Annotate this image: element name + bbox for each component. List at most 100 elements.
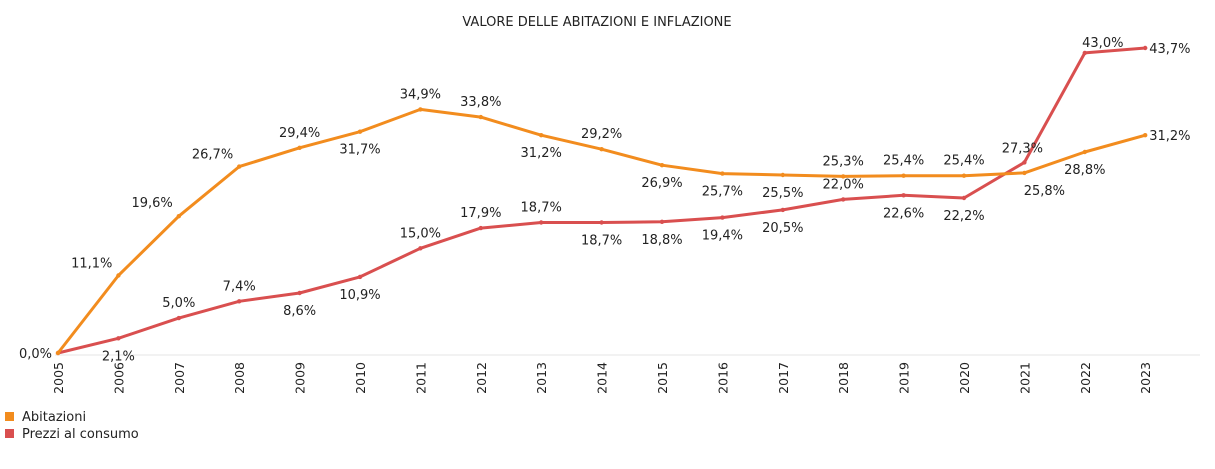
data-label-abitazioni: 25,8% xyxy=(1024,184,1065,199)
x-tick-label: 2022 xyxy=(1078,362,1093,394)
data-point-abitazioni xyxy=(961,173,967,178)
series-line-abitazioni xyxy=(56,107,1147,355)
x-tick-label: 2011 xyxy=(413,362,428,394)
data-point-prezzi-al-consumo xyxy=(1022,160,1027,165)
data-label-abitazioni: 26,9% xyxy=(641,176,682,191)
data-point-abitazioni xyxy=(297,145,302,150)
data-point-abitazioni xyxy=(357,129,363,134)
data-point-prezzi-al-consumo xyxy=(478,225,483,231)
data-label-prezzi-al-consumo: 43,0% xyxy=(1082,36,1123,51)
x-tick-label: 2005 xyxy=(51,362,66,394)
data-label-prezzi-al-consumo: 2,1% xyxy=(102,349,135,364)
data-label-abitazioni: 34,9% xyxy=(400,87,441,102)
data-label-abitazioni: 28,8% xyxy=(1064,163,1105,178)
data-point-prezzi-al-consumo xyxy=(176,315,181,321)
data-label-prezzi-al-consumo: 43,7% xyxy=(1149,42,1190,57)
data-label-abitazioni: 25,5% xyxy=(762,186,803,201)
data-point-prezzi-al-consumo xyxy=(357,274,363,280)
data-point-abitazioni xyxy=(1082,149,1088,155)
data-label-prezzi-al-consumo: 20,5% xyxy=(762,221,803,236)
x-tick-label: 2009 xyxy=(293,362,308,394)
data-point-abitazioni xyxy=(901,173,906,178)
legend-label-prezzi-al-consumo: Prezzi al consumo xyxy=(22,427,139,442)
data-label-abitazioni: 25,3% xyxy=(823,154,864,169)
data-point-abitazioni xyxy=(237,164,242,169)
data-point-prezzi-al-consumo xyxy=(297,290,302,296)
data-label-prezzi-al-consumo: 15,0% xyxy=(400,226,441,241)
data-label-abitazioni: 11,1% xyxy=(71,257,112,272)
data-label-prezzi-al-consumo: 22,2% xyxy=(943,209,984,224)
data-label-abitazioni: 25,7% xyxy=(702,185,743,200)
data-point-prezzi-al-consumo xyxy=(539,220,544,225)
data-point-abitazioni xyxy=(1022,170,1027,176)
data-label-prezzi-al-consumo: 19,4% xyxy=(702,229,743,244)
data-point-abitazioni xyxy=(176,214,181,219)
data-point-prezzi-al-consumo xyxy=(841,197,846,202)
data-label-prezzi-al-consumo: 18,7% xyxy=(521,201,562,216)
x-tick-label: 2021 xyxy=(1017,362,1032,394)
x-tick-label: 2019 xyxy=(897,362,912,394)
data-point-prezzi-al-consumo xyxy=(780,207,785,213)
data-label-prezzi-al-consumo: 7,4% xyxy=(223,279,256,294)
x-tick-label: 2020 xyxy=(957,362,972,394)
x-tick-label: 2016 xyxy=(715,362,730,394)
data-label-prezzi-al-consumo: 8,6% xyxy=(283,304,316,319)
x-tick-label: 2010 xyxy=(353,362,368,394)
legend-swatch-abitazioni xyxy=(5,412,14,421)
data-point-prezzi-al-consumo xyxy=(237,299,242,304)
data-label-abitazioni: 26,7% xyxy=(192,148,233,163)
data-label-abitazioni: 31,7% xyxy=(339,143,380,158)
x-tick-label: 2017 xyxy=(776,362,791,394)
legend-swatch-prezzi-al-consumo xyxy=(5,429,14,438)
data-point-abitazioni xyxy=(1143,133,1148,138)
data-label-abitazioni: 25,4% xyxy=(943,154,984,169)
data-point-abitazioni xyxy=(478,114,483,120)
x-tick-label: 2023 xyxy=(1138,362,1153,394)
data-point-abitazioni xyxy=(539,133,544,138)
data-label-abitazioni: 33,8% xyxy=(460,95,501,110)
legend-label-abitazioni: Abitazioni xyxy=(22,410,86,425)
data-point-prezzi-al-consumo xyxy=(1082,50,1088,56)
data-point-abitazioni xyxy=(841,174,846,179)
data-point-prezzi-al-consumo xyxy=(961,195,967,201)
data-point-abitazioni xyxy=(55,350,61,356)
data-label-abitazioni: 29,4% xyxy=(279,126,320,141)
x-tick-label: 2006 xyxy=(111,362,126,394)
data-label-abitazioni: 31,2% xyxy=(1149,129,1190,144)
data-label-prezzi-al-consumo: 27,3% xyxy=(1002,141,1043,156)
data-label-prezzi-al-consumo: 22,0% xyxy=(823,177,864,192)
data-point-abitazioni xyxy=(659,163,665,168)
data-label-prezzi-al-consumo: 22,6% xyxy=(883,206,924,221)
data-point-prezzi-al-consumo xyxy=(901,193,906,198)
x-tick-label: 2014 xyxy=(595,362,610,394)
x-tick-label: 2018 xyxy=(836,362,851,394)
data-label-abitazioni: 31,2% xyxy=(521,146,562,161)
data-point-prezzi-al-consumo xyxy=(599,220,604,225)
data-point-abitazioni xyxy=(720,171,725,176)
data-point-abitazioni xyxy=(418,107,423,112)
x-tick-label: 2013 xyxy=(534,362,549,394)
data-label-abitazioni: 25,4% xyxy=(883,154,924,169)
x-tick-label: 2012 xyxy=(474,362,489,394)
data-label-abitazioni: 19,6% xyxy=(131,196,172,211)
chart-title: VALORE DELLE ABITAZIONI E INFLAZIONE xyxy=(462,15,731,30)
x-tick-label: 2015 xyxy=(655,362,670,394)
data-point-prezzi-al-consumo xyxy=(1143,45,1148,51)
data-point-prezzi-al-consumo xyxy=(720,215,725,220)
x-tick-label: 2007 xyxy=(172,362,187,394)
x-tick-label: 2008 xyxy=(232,362,247,394)
data-point-abitazioni xyxy=(116,273,121,278)
data-point-prezzi-al-consumo xyxy=(116,336,121,341)
data-label-prezzi-al-consumo: 10,9% xyxy=(339,288,380,303)
data-point-prezzi-al-consumo xyxy=(418,246,423,251)
data-point-abitazioni xyxy=(599,147,604,152)
data-label-abitazioni: 29,2% xyxy=(581,127,622,142)
data-label-abitazioni: 0,0% xyxy=(19,347,52,362)
data-point-prezzi-al-consumo xyxy=(659,219,665,224)
data-label-prezzi-al-consumo: 18,7% xyxy=(581,234,622,249)
data-label-prezzi-al-consumo: 18,8% xyxy=(641,233,682,248)
data-label-prezzi-al-consumo: 17,9% xyxy=(460,206,501,221)
series-line-prezzi-al-consumo xyxy=(56,46,1147,355)
data-label-prezzi-al-consumo: 5,0% xyxy=(162,296,195,311)
